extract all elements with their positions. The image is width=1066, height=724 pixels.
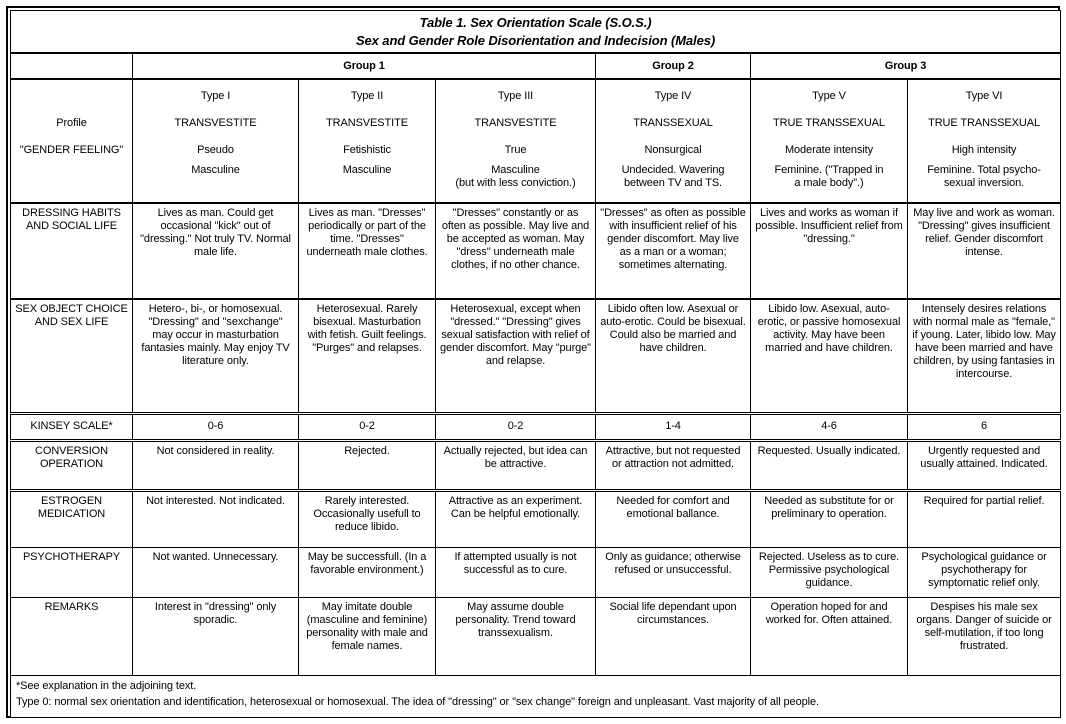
cell-sexobject-type2: Heterosexual. Rarely bisexual. Masturbat…: [298, 298, 436, 415]
cell-conversion-type5: Requested. Usually indicated.: [750, 439, 908, 492]
type-feeling: Masculine: [342, 164, 392, 177]
type-classification: TRUE TRANSSEXUAL: [773, 117, 885, 130]
row-label-dressing: DRESSING HABITS AND SOCIAL LIFE: [10, 202, 133, 301]
cell-psychotherapy-type5: Rejected. Useless as to cure. Permissive…: [750, 546, 908, 598]
cell-sexobject-type1: Hetero-, bi-, or homosexual. "Dressing" …: [132, 298, 299, 415]
type-name: Type V: [812, 90, 846, 103]
gender-feeling-label: "GENDER FEELING": [19, 144, 124, 157]
cell-kinsey-type6: 6: [906, 412, 1062, 442]
type-classification: TRUE TRANSSEXUAL: [928, 117, 1040, 130]
cell-psychotherapy-type1: Not wanted. Unnecessary.: [132, 546, 299, 598]
type-subtype: True: [504, 144, 527, 157]
cell-estrogen-type2: Rarely interested. Occasionally usefull …: [298, 489, 436, 548]
cell-psychotherapy-type3: If attempted usually is not successful a…: [435, 546, 596, 598]
row-label-psychotherapy: PSYCHOTHERAPY: [10, 546, 133, 598]
table-title-cell: Table 1. Sex Orientation Scale (S.O.S.) …: [9, 10, 1062, 55]
cell-remarks-type2: May imitate double (masculine and femini…: [298, 596, 436, 676]
cell-dressing-type4: "Dresses" as often as possible with insu…: [595, 202, 751, 301]
cell-conversion-type1: Not considered in reality.: [132, 439, 299, 492]
table-title: Table 1. Sex Orientation Scale (S.O.S.): [419, 15, 652, 30]
cell-estrogen-type5: Needed as substitute for or preliminary …: [750, 489, 908, 548]
cell-remarks-type1: Interest in "dressing" only sporadic.: [132, 596, 299, 676]
group2-header: Group 2: [595, 52, 751, 81]
type-subtype: Moderate intensity: [784, 144, 874, 157]
profile-label: Profile: [56, 117, 87, 130]
cell-conversion-type2: Rejected.: [298, 439, 436, 492]
cell-dressing-type1: Lives as man. Could get occasional "kick…: [132, 202, 299, 301]
profile-type2: Type II TRANSVESTITE Fetishistic Masculi…: [298, 78, 436, 205]
row-label-kinsey: KINSEY SCALE*: [10, 412, 133, 442]
group1-header: Group 1: [132, 52, 596, 81]
cell-estrogen-type4: Needed for comfort and emotional ballanc…: [595, 489, 751, 548]
cell-kinsey-type4: 1-4: [595, 412, 751, 442]
cell-sexobject-type3: Heterosexual, except when "dressed." "Dr…: [435, 298, 596, 415]
profile-type3: Type III TRANSVESTITE True Masculine (bu…: [435, 78, 596, 205]
cell-remarks-type6: Despises his male sex organs. Danger of …: [906, 596, 1062, 676]
type-name: Type III: [497, 90, 534, 103]
cell-psychotherapy-type4: Only as guidance; otherwise refused or u…: [595, 546, 751, 598]
cell-remarks-type4: Social life dependant upon circumstances…: [595, 596, 751, 676]
cell-sexobject-type6: Intensely desires relations with normal …: [906, 298, 1062, 415]
cell-kinsey-type1: 0-6: [132, 412, 299, 442]
footnote-type0: Type 0: normal sex orientation and ident…: [16, 695, 819, 708]
type-feeling: Masculine (but with less conviction.): [455, 164, 576, 190]
type-classification: TRANSVESTITE: [326, 117, 408, 130]
row-label-conversion: CONVERSION OPERATION: [10, 439, 133, 492]
row-label-estrogen: ESTROGEN MEDICATION: [10, 489, 133, 548]
profile-type6: Type VI TRUE TRANSSEXUAL High intensity …: [906, 78, 1062, 205]
cell-conversion-type4: Attractive, but not requested or attract…: [595, 439, 751, 492]
cell-remarks-type3: May assume double personality. Trend tow…: [435, 596, 596, 676]
profile-type5: Type V TRUE TRANSSEXUAL Moderate intensi…: [750, 78, 908, 205]
cell-dressing-type2: Lives as man. "Dresses" periodically or …: [298, 202, 436, 301]
group3-header: Group 3: [749, 52, 1062, 81]
cell-conversion-type6: Urgently requested and usually attained.…: [906, 439, 1062, 492]
cell-psychotherapy-type2: May be successfull. (In a favorable envi…: [298, 546, 436, 598]
row-label-sexobject: SEX OBJECT CHOICE AND SEX LIFE: [10, 298, 133, 415]
cell-dressing-type3: "Dresses" constantly or as often as poss…: [435, 202, 596, 301]
type-classification: TRANSVESTITE: [474, 117, 557, 130]
profile-type4: Type IV TRANSSEXUAL Nonsurgical Undecide…: [595, 78, 751, 205]
cell-sexobject-type4: Libido often low. Asexual or auto-erotic…: [595, 298, 751, 415]
type-subtype: Pseudo: [197, 144, 234, 157]
type-name: Type I: [200, 90, 231, 103]
type-classification: TRANSVESTITE: [174, 117, 257, 130]
sex-orientation-scale-table: Table 1. Sex Orientation Scale (S.O.S.) …: [9, 10, 1062, 718]
type-name: Type VI: [965, 90, 1003, 103]
row-label-remarks: REMARKS: [10, 596, 133, 676]
type-subtype: High intensity: [951, 144, 1017, 157]
footnote-cell: *See explanation in the adjoining text. …: [9, 674, 1062, 718]
cell-kinsey-type3: 0-2: [435, 412, 596, 442]
cell-conversion-type3: Actually rejected, but idea can be attra…: [435, 439, 596, 492]
cell-estrogen-type3: Attractive as an experiment. Can be help…: [435, 489, 596, 548]
cell-dressing-type6: May live and work as woman. "Dressing" g…: [906, 202, 1062, 301]
type-name: Type II: [350, 90, 384, 103]
table-subtitle: Sex and Gender Role Disorientation and I…: [355, 32, 716, 48]
table-outer-frame: Table 1. Sex Orientation Scale (S.O.S.) …: [6, 6, 1062, 718]
type-subtype: Fetishistic: [343, 144, 391, 157]
type-feeling: Undecided. Wavering between TV and TS.: [621, 164, 725, 190]
cell-kinsey-type2: 0-2: [298, 412, 436, 442]
type-feeling: Masculine: [191, 164, 240, 177]
type-name: Type IV: [654, 90, 692, 103]
profile-type1: Type I TRANSVESTITE Pseudo Masculine: [132, 78, 299, 205]
footnote-asterisk: *See explanation in the adjoining text.: [16, 679, 197, 692]
spacer: [15, 83, 128, 110]
cell-psychotherapy-type6: Psychological guidance or psychotherapy …: [906, 546, 1062, 598]
cell-estrogen-type6: Required for partial relief.: [906, 489, 1062, 548]
profile-row-label: Profile "GENDER FEELING": [10, 78, 133, 205]
group-header-empty-cell: [10, 52, 133, 81]
type-feeling: Feminine. Total psycho- sexual inversion…: [927, 164, 1041, 190]
type-classification: TRANSSEXUAL: [633, 117, 713, 130]
type-feeling: Feminine. ("Trapped in a male body".): [774, 164, 884, 190]
cell-estrogen-type1: Not interested. Not indicated.: [132, 489, 299, 548]
cell-kinsey-type5: 4-6: [750, 412, 908, 442]
type-subtype: Nonsurgical: [644, 144, 702, 157]
cell-remarks-type5: Operation hoped for and worked for. Ofte…: [750, 596, 908, 676]
cell-dressing-type5: Lives and works as woman if possible. In…: [750, 202, 908, 301]
cell-sexobject-type5: Libido low. Asexual, auto-erotic, or pas…: [750, 298, 908, 415]
